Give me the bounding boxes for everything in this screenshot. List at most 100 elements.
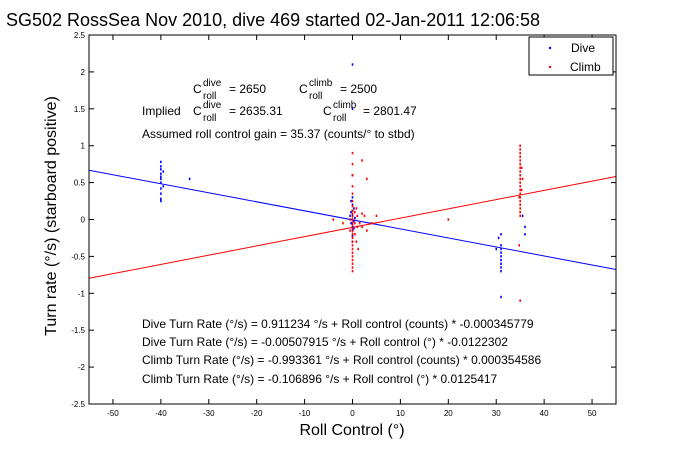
y-tick-label: 1.5 — [74, 105, 86, 114]
data-point-dive — [500, 233, 502, 236]
data-point-climb — [351, 244, 354, 247]
data-point-dive — [350, 199, 352, 203]
data-point-dive — [350, 221, 352, 225]
data-point-climb — [361, 225, 363, 229]
c-dive-subscript: roll — [203, 91, 216, 102]
x-tick-label: -30 — [203, 409, 215, 418]
data-point-dive — [353, 207, 355, 210]
data-point-climb — [375, 214, 378, 218]
data-point-climb — [351, 230, 354, 233]
data-point-dive — [524, 225, 526, 229]
data-point-climb — [355, 207, 358, 210]
fit-equation-1: Dive Turn Rate (°/s) = 0.911234 °/s + Ro… — [142, 317, 534, 331]
fit-equation-3: Climb Turn Rate (°/s) = -0.993361 °/s + … — [142, 353, 541, 367]
data-point-climb — [351, 240, 354, 243]
data-point-dive — [160, 172, 162, 175]
fit-equation-2: Dive Turn Rate (°/s) = -0.00507915 °/s +… — [142, 335, 508, 349]
x-tick-label: -50 — [107, 409, 119, 418]
data-points — [160, 63, 526, 302]
data-point-climb — [519, 207, 521, 210]
legend: Dive Climb — [528, 36, 614, 76]
data-point-climb — [342, 221, 344, 225]
data-point-dive — [350, 210, 352, 214]
implied-climb-subscript: roll — [333, 113, 346, 124]
data-point-dive — [521, 214, 524, 218]
legend-box — [528, 36, 614, 76]
data-point-climb — [519, 177, 521, 181]
x-axis-label: Roll Control (°) — [299, 422, 404, 439]
data-point-climb — [358, 221, 361, 225]
data-point-dive — [500, 258, 502, 262]
data-point-dive — [500, 247, 502, 251]
data-point-climb — [519, 185, 521, 188]
data-point-climb — [351, 269, 354, 273]
data-point-dive — [500, 255, 502, 258]
data-point-climb — [351, 185, 354, 188]
data-point-climb — [351, 221, 354, 224]
data-point-climb — [351, 266, 354, 269]
data-point-dive — [495, 247, 498, 251]
c-climb-value: = 2500 — [340, 82, 377, 96]
data-point-dive — [160, 197, 162, 201]
data-point-climb — [521, 177, 524, 181]
data-point-climb — [357, 247, 360, 251]
implied-climb-value: = 2801.47 — [363, 104, 417, 118]
data-point-climb — [366, 229, 368, 232]
data-point-climb — [519, 151, 521, 155]
data-point-dive — [500, 244, 502, 247]
y-tick-label: 1 — [81, 142, 86, 151]
c-dive-value: = 2650 — [229, 82, 266, 96]
data-point-dive — [351, 63, 354, 66]
c-climb-subscript: roll — [309, 91, 322, 102]
data-point-climb — [351, 227, 354, 230]
implied-dive-value: = 2635.31 — [229, 104, 283, 118]
data-point-dive — [160, 187, 162, 190]
data-point-dive — [500, 269, 502, 273]
data-point-climb — [518, 196, 521, 199]
data-point-dive — [497, 236, 500, 240]
data-point-climb — [349, 229, 351, 232]
x-tick-label: 10 — [396, 409, 405, 418]
data-point-climb — [519, 170, 521, 173]
data-point-climb — [351, 209, 354, 212]
data-point-climb — [370, 221, 373, 225]
data-point-climb — [520, 166, 523, 170]
data-point-climb — [519, 199, 521, 203]
legend-climb-label: Climb — [570, 60, 601, 74]
data-point-dive — [500, 251, 502, 254]
data-point-climb — [351, 215, 354, 218]
data-point-climb — [351, 251, 354, 254]
legend-dive-label: Dive — [571, 41, 595, 55]
data-point-climb — [519, 188, 521, 192]
data-point-dive — [160, 168, 162, 171]
data-point-dive — [162, 170, 165, 173]
data-point-dive — [160, 160, 162, 164]
data-point-dive — [351, 196, 354, 199]
data-point-climb — [351, 262, 354, 265]
data-point-climb — [355, 240, 358, 243]
implied-label: Implied — [142, 104, 181, 118]
data-point-dive — [160, 192, 162, 195]
x-tick-label: 0 — [350, 409, 355, 418]
data-point-climb — [351, 192, 354, 195]
data-point-dive — [162, 185, 165, 188]
y-tick-label: -0.5 — [71, 252, 85, 261]
data-point-climb — [519, 181, 521, 184]
data-point-climb — [519, 196, 521, 199]
data-point-climb — [351, 224, 354, 227]
data-point-climb — [351, 205, 354, 208]
implied-dive-superscript: dive — [203, 100, 222, 111]
data-point-dive — [353, 219, 355, 223]
data-point-dive — [160, 181, 162, 184]
data-point-climb — [519, 299, 521, 302]
y-tick-label: 0.5 — [74, 179, 86, 188]
c-climb-superscript: climb — [309, 78, 333, 89]
data-point-dive — [354, 216, 356, 220]
y-tick-label: -1 — [78, 289, 86, 298]
data-point-climb — [366, 177, 368, 181]
data-point-climb — [519, 144, 521, 147]
data-point-climb — [361, 159, 363, 162]
x-tick-label: -10 — [299, 409, 311, 418]
x-tick-label: 40 — [540, 409, 549, 418]
assumed-gain-text: Assumed roll control gain = 35.37 (count… — [142, 127, 415, 141]
